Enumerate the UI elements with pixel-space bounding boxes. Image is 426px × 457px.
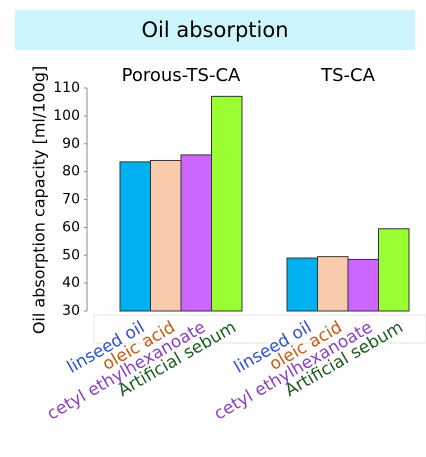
bar [286,257,318,312]
y-tick-label: 90 [62,136,80,152]
bar [119,161,151,312]
y-tick-label: 70 [62,192,80,208]
y-tick-label: 80 [62,164,80,180]
y-tick-label: 40 [62,275,80,291]
y-tick-label: 100 [53,108,80,124]
title-band [15,10,415,50]
bar [347,258,379,312]
y-tick-label: 110 [53,80,80,96]
y-tick-label: 30 [62,303,80,319]
bar [317,256,349,312]
y-tick-label: 60 [62,219,80,235]
chart-title: Oil absorption [141,18,288,42]
bar [378,228,410,312]
label-box [93,314,426,344]
bar [211,95,243,312]
group-label: TS-CA [320,65,375,86]
y-axis-label: Oil absorption capacity [ml/100g] [30,66,49,334]
bar [150,159,182,312]
bar [180,154,212,312]
y-tick-label: 50 [62,247,80,263]
group-label: Porous-TS-CA [122,65,241,86]
